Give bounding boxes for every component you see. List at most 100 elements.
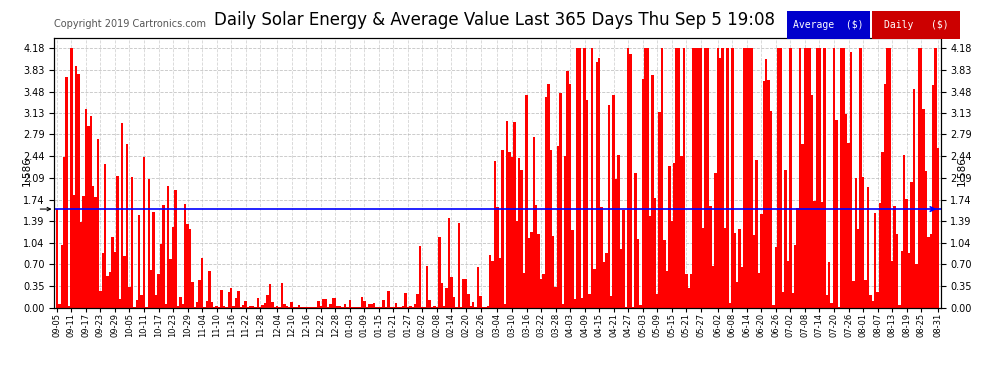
Bar	[75, 66, 77, 308]
Bar	[794, 245, 797, 308]
Bar	[727, 48, 729, 308]
Bar	[782, 292, 784, 308]
Bar	[893, 206, 896, 308]
Bar	[668, 166, 670, 308]
Bar	[847, 144, 849, 308]
Bar	[528, 238, 531, 308]
Bar	[104, 164, 107, 308]
Bar	[648, 216, 651, 308]
Bar	[538, 234, 540, 308]
Bar	[85, 109, 87, 307]
Bar	[63, 157, 65, 308]
Bar	[55, 209, 58, 308]
Bar	[755, 160, 757, 308]
Bar	[322, 299, 325, 307]
Bar	[583, 48, 586, 308]
Bar	[286, 306, 288, 308]
Bar	[903, 154, 906, 308]
Bar	[143, 157, 146, 308]
Bar	[690, 274, 692, 308]
Bar	[330, 304, 332, 307]
Bar	[469, 306, 472, 308]
Bar	[874, 213, 876, 308]
Bar	[784, 170, 787, 308]
Bar	[65, 77, 67, 308]
Bar	[467, 294, 469, 307]
Bar	[719, 58, 722, 308]
Bar	[373, 303, 375, 307]
Bar	[136, 300, 138, 307]
Bar	[809, 48, 811, 308]
Bar	[910, 182, 913, 308]
Bar	[680, 156, 683, 308]
Bar	[346, 307, 348, 308]
Bar	[901, 251, 903, 308]
Bar	[646, 48, 648, 308]
Bar	[849, 52, 852, 308]
Bar	[630, 54, 632, 307]
Bar	[598, 57, 600, 308]
Bar	[906, 199, 908, 308]
Bar	[450, 277, 452, 308]
Bar	[770, 111, 772, 308]
Bar	[792, 293, 794, 308]
Bar	[334, 298, 337, 307]
Text: Daily   ($): Daily ($)	[884, 20, 948, 30]
Bar	[439, 237, 441, 308]
Bar	[559, 93, 561, 308]
Bar	[651, 75, 653, 308]
Bar	[801, 144, 804, 308]
Bar	[114, 252, 116, 308]
Bar	[814, 201, 816, 308]
Bar	[610, 296, 613, 307]
Bar	[767, 80, 770, 308]
Bar	[164, 304, 167, 307]
Bar	[407, 307, 409, 308]
Bar	[836, 120, 838, 308]
Bar	[305, 307, 308, 308]
Bar	[235, 298, 238, 307]
Bar	[60, 245, 63, 308]
Bar	[424, 307, 426, 308]
Bar	[700, 48, 702, 308]
Bar	[876, 292, 879, 308]
Bar	[486, 306, 489, 308]
Text: Daily Solar Energy & Average Value Last 365 Days Thu Sep 5 19:08: Daily Solar Energy & Average Value Last …	[215, 11, 775, 29]
Bar	[739, 229, 741, 308]
Bar	[717, 48, 719, 308]
Bar	[593, 270, 596, 308]
Bar	[797, 208, 799, 308]
Bar	[533, 137, 535, 308]
Bar	[446, 288, 447, 308]
Bar	[554, 286, 556, 308]
Bar	[642, 80, 644, 308]
Bar	[661, 48, 663, 308]
Bar	[714, 173, 717, 308]
Bar	[871, 302, 874, 307]
Bar	[799, 48, 801, 308]
Bar	[218, 306, 221, 308]
Bar	[564, 156, 566, 308]
Bar	[99, 291, 102, 308]
Bar	[348, 300, 351, 307]
Bar	[152, 212, 154, 308]
Bar	[288, 307, 290, 308]
Bar	[896, 234, 898, 308]
Bar	[816, 48, 819, 308]
Bar	[731, 48, 734, 308]
Bar	[561, 304, 564, 307]
Bar	[133, 307, 136, 308]
Bar	[256, 298, 259, 307]
Bar	[121, 123, 124, 308]
Bar	[571, 230, 574, 308]
Bar	[615, 179, 618, 308]
Bar	[774, 247, 777, 308]
Bar	[506, 121, 509, 308]
Bar	[513, 122, 516, 308]
Bar	[254, 307, 256, 308]
Bar	[566, 72, 569, 308]
Bar	[549, 150, 552, 308]
Bar	[332, 298, 334, 307]
Bar	[157, 274, 159, 308]
Bar	[290, 302, 293, 307]
